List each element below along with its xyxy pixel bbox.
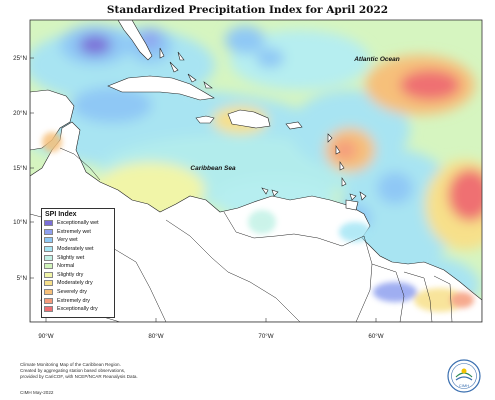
lat-label-25: 25°N — [13, 55, 27, 62]
legend-label: Slightly wet — [57, 254, 85, 261]
legend-label: Exceptionally dry — [57, 306, 98, 313]
legend-swatch — [44, 220, 53, 227]
legend-swatch — [44, 280, 53, 287]
lat-label-15: 15°N — [13, 165, 27, 172]
legend-item: Moderately wet — [44, 245, 112, 254]
lat-label-5: 5°N — [17, 275, 27, 282]
lat-label-20: 20°N — [13, 110, 27, 117]
logo-text: CIMH — [459, 383, 469, 388]
legend-item: Very wet — [44, 236, 112, 245]
lat-label-10: 10°N — [13, 219, 27, 226]
lon-label-60: 60°W — [368, 333, 383, 340]
footer-credit: CIMH May-2022 — [20, 390, 54, 395]
legend-swatch — [44, 246, 53, 253]
ocean-label: Atlantic Ocean — [353, 56, 400, 63]
legend-swatch — [44, 306, 53, 313]
legend-item: Normal — [44, 262, 112, 271]
legend-label: Extremely dry — [57, 297, 90, 304]
legend-label: Moderately dry — [57, 280, 93, 287]
legend-label: Severely dry — [57, 289, 87, 296]
legend-swatch — [44, 297, 53, 304]
cimh-logo: CIMH — [447, 359, 481, 393]
lon-label-80: 80°W — [148, 333, 163, 340]
legend-label: Slightly dry — [57, 271, 84, 278]
legend-item: Slightly dry — [44, 271, 112, 280]
legend-item: Exceptionally wet — [44, 219, 112, 228]
legend-item: Exceptionally dry — [44, 305, 112, 314]
legend-swatch — [44, 263, 53, 270]
legend-item: Moderately dry — [44, 279, 112, 288]
legend-item: Extremely dry — [44, 296, 112, 305]
legend-label: Very wet — [57, 237, 78, 244]
legend-swatch — [44, 271, 53, 278]
legend-item: Extremely wet — [44, 228, 112, 237]
map-title: Standardized Precipitation Index for Apr… — [106, 4, 389, 16]
footer-line: Created by aggregating station based obs… — [20, 368, 126, 373]
country-borders — [30, 147, 453, 322]
lon-label-90: 90°W — [38, 333, 53, 340]
footer-note: Climate Monitoring Map of the Caribbean … — [20, 362, 240, 380]
legend-label: Extremely wet — [57, 228, 91, 235]
legend-swatch — [44, 228, 53, 235]
legend-label: Normal — [57, 263, 75, 270]
legend-swatch — [44, 289, 53, 296]
footer-line: Climate Monitoring Map of the Caribbean … — [20, 362, 121, 367]
footer-line: provided by CariCOF, with NCEP/NCAR Rean… — [20, 374, 138, 379]
legend-swatch — [44, 254, 53, 261]
legend-item: Slightly wet — [44, 253, 112, 262]
legend-label: Exceptionally wet — [57, 220, 99, 227]
legend-label: Moderately wet — [57, 246, 94, 253]
legend-item: Severely dry — [44, 288, 112, 297]
spi-legend: SPI Index Exceptionally wet Extremely wet… — [41, 208, 115, 318]
lon-label-70: 70°W — [258, 333, 273, 340]
sea-label: Caribbean Sea — [190, 165, 236, 172]
legend-title: SPI Index — [45, 211, 77, 218]
legend-swatch — [44, 237, 53, 244]
